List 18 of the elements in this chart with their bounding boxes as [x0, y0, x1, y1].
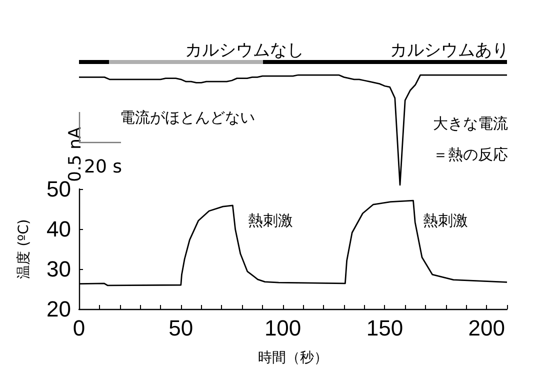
y-tick-label: 30 [46, 256, 71, 282]
x-tick-label: 50 [168, 316, 194, 340]
annotation: 熱刺激 [423, 212, 468, 230]
annotation: 20 s [84, 156, 122, 178]
y-axis-title: 温度 (ºC) [16, 219, 32, 279]
x-tick-label: 100 [264, 316, 302, 340]
x-tick-label: 0 [72, 316, 86, 340]
x-tick-label: 200 [468, 316, 505, 340]
text: カルシウムなし [185, 40, 304, 60]
annotation: ＝熱の反応 [433, 146, 508, 164]
annotation: 大きな電流 [433, 114, 508, 132]
x-tick-label: 150 [366, 316, 404, 340]
y-tick-label: 20 [46, 296, 71, 322]
annotation: 熱刺激 [248, 212, 293, 230]
annotation: 電流がほとんどない [120, 108, 255, 126]
x-axis-title: 時間（秒） [258, 350, 328, 366]
y-tick-label: 40 [46, 216, 71, 242]
text: カルシウムあり [390, 40, 509, 60]
